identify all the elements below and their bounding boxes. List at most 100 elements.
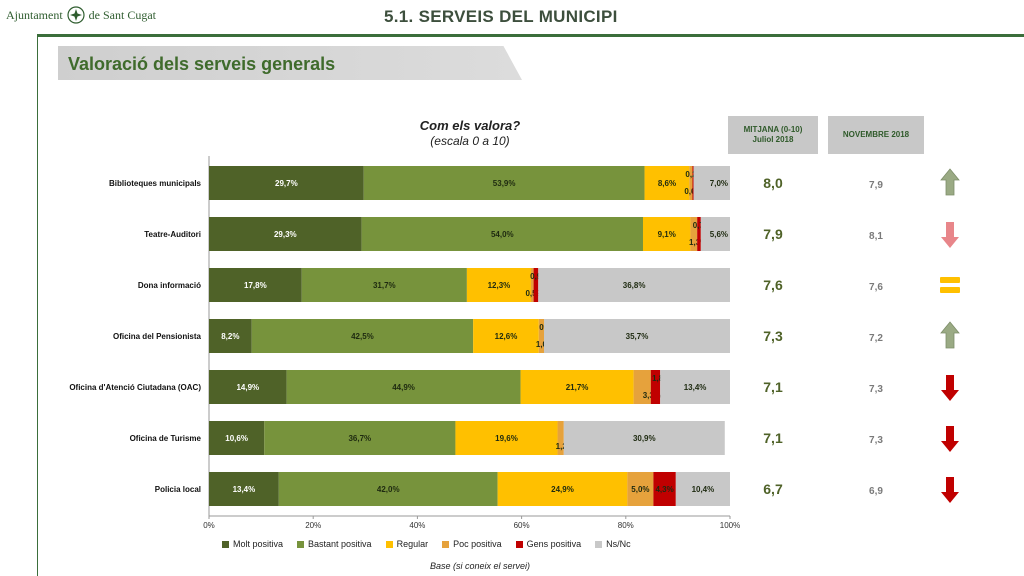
x-tick-label: 0% xyxy=(203,521,215,530)
bar-segment xyxy=(627,472,654,506)
header-divider xyxy=(37,34,1024,37)
novembre-value: 7,2 xyxy=(869,333,883,344)
data-label: 17,8% xyxy=(244,281,267,290)
data-label: 7,0% xyxy=(710,179,728,188)
ajuntament-logo: Ajuntament de Sant Cugat xyxy=(6,4,156,26)
bar-segment xyxy=(209,472,279,506)
page-title: 5.1. SERVEIS DEL MUNICIPI xyxy=(384,7,618,26)
bar-segment xyxy=(563,421,725,455)
bar-segment xyxy=(697,217,701,251)
bar-segment xyxy=(544,319,730,353)
data-label: 24,9% xyxy=(551,485,574,494)
data-label: 13,4% xyxy=(233,485,256,494)
municipal-seal-icon xyxy=(67,6,85,24)
data-label: 31,7% xyxy=(373,281,396,290)
legend-item: Gens positiva xyxy=(515,539,582,549)
bar-segment xyxy=(473,319,539,353)
mitjana-value: 7,3 xyxy=(763,328,783,344)
x-tick-label: 80% xyxy=(618,521,634,530)
x-tick-label: 20% xyxy=(305,521,321,530)
bar-segment xyxy=(538,268,730,302)
legend-label: Poc positiva xyxy=(453,539,502,549)
bar-segment xyxy=(361,217,643,251)
bar-segment xyxy=(209,319,252,353)
data-label: 36,7% xyxy=(348,434,371,443)
bar-segment xyxy=(251,319,474,353)
novembre-value: 6,9 xyxy=(869,486,883,497)
category-label: Teatre-Auditori xyxy=(144,230,201,239)
data-label: 29,3% xyxy=(274,230,297,239)
data-label: 14,9% xyxy=(236,383,259,392)
arrow-down-light-icon xyxy=(941,222,959,248)
bar-segment xyxy=(690,217,698,251)
logo-text-right: de Sant Cugat xyxy=(88,7,156,22)
bar-segment xyxy=(455,421,558,455)
base-note: Base (si coneix el servei) xyxy=(429,561,531,571)
bar-segment xyxy=(264,421,456,455)
bar-segment xyxy=(538,319,545,353)
bar-segment xyxy=(533,268,539,302)
logo-text-left: Ajuntament xyxy=(6,7,63,22)
data-label: 10,4% xyxy=(692,485,715,494)
category-label: Oficina del Pensionista xyxy=(113,332,202,341)
equal-sign-icon xyxy=(940,287,960,293)
bar-segment xyxy=(675,472,730,506)
bar-segment xyxy=(209,421,265,455)
bar-segment xyxy=(209,370,287,404)
bar-segment xyxy=(209,166,364,200)
category-label: Oficina de Turisme xyxy=(130,434,202,443)
novembre-value: 7,3 xyxy=(869,435,883,446)
chart-legend: Molt positiva Bastant positiva Regular Poc … xyxy=(222,539,631,549)
bar-segment xyxy=(530,268,534,302)
bar-segment xyxy=(286,370,521,404)
arrow-up-icon xyxy=(940,321,960,349)
mitjana-value: 7,6 xyxy=(763,277,783,293)
bar-segment xyxy=(642,217,691,251)
arrow-down-icon xyxy=(941,426,959,452)
arrow-down-icon xyxy=(941,375,959,401)
left-divider xyxy=(37,34,38,576)
data-label: 10,6% xyxy=(225,434,248,443)
legend-label: Gens positiva xyxy=(526,539,582,549)
bar-segment xyxy=(209,217,362,251)
legend-item: Regular xyxy=(385,539,429,549)
data-label: 5,6% xyxy=(710,230,728,239)
data-label: 54,0% xyxy=(491,230,514,239)
bar-segment xyxy=(497,472,628,506)
novembre-column-header: NOVEMBRE 2018 xyxy=(828,116,924,154)
novembre-value: 7,3 xyxy=(869,384,883,395)
legend-item: Molt positiva xyxy=(222,539,283,549)
data-label: 12,6% xyxy=(495,332,518,341)
chart-title: Com els valora? xyxy=(419,118,521,133)
novembre-value: 8,1 xyxy=(869,231,883,242)
x-tick-label: 40% xyxy=(409,521,425,530)
mitjana-value: 6,7 xyxy=(763,481,783,497)
data-label: 44,9% xyxy=(392,383,415,392)
novembre-value: 7,6 xyxy=(869,282,883,293)
equal-sign-icon xyxy=(940,277,960,283)
mitjana-header-line2: Juliol 2018 xyxy=(752,135,794,144)
legend-label: Regular xyxy=(396,539,429,549)
data-label: 42,5% xyxy=(351,332,374,341)
bar-segment xyxy=(633,370,651,404)
legend-label: Bastant positiva xyxy=(308,539,372,549)
bar-segment xyxy=(301,268,467,302)
data-label: 35,7% xyxy=(626,332,649,341)
mitjana-value: 7,1 xyxy=(763,379,783,395)
legend-label: Molt positiva xyxy=(233,539,284,549)
bar-segment xyxy=(700,217,730,251)
arrow-down-icon xyxy=(941,477,959,503)
novembre-header-label: NOVEMBRE 2018 xyxy=(842,130,910,139)
legend-item: Poc positiva xyxy=(442,539,502,549)
bar-segment xyxy=(660,370,730,404)
mitjana-value: 7,1 xyxy=(763,430,783,446)
data-label: 53,9% xyxy=(493,179,516,188)
bar-segment xyxy=(557,421,564,455)
category-label: Dona informació xyxy=(138,281,201,290)
section-title: Valoració dels serveis generals xyxy=(68,54,336,74)
data-label: 13,4% xyxy=(684,383,707,392)
bar-segment xyxy=(650,370,661,404)
data-label: 5,0% xyxy=(631,485,649,494)
data-label: 8,2% xyxy=(221,332,239,341)
